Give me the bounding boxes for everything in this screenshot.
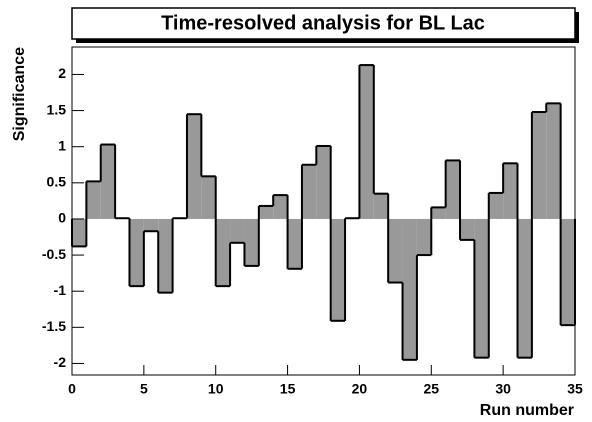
x-tick-label: 30 <box>495 381 511 397</box>
bar <box>488 192 504 219</box>
bar <box>287 218 302 269</box>
bar <box>402 218 417 360</box>
bar <box>460 218 475 240</box>
bar <box>301 164 317 219</box>
bar <box>258 205 274 219</box>
bar <box>86 181 101 219</box>
x-axis-label: Run number <box>480 402 574 419</box>
bar <box>531 112 547 219</box>
y-axis-label: Significance <box>11 47 28 141</box>
y-tick-label: 1.5 <box>47 101 67 117</box>
bar <box>517 218 532 358</box>
bar <box>129 218 144 287</box>
bar <box>474 218 489 358</box>
y-tick-label: 2 <box>58 65 66 81</box>
bar <box>416 218 432 256</box>
bar <box>330 218 346 321</box>
bar <box>72 218 87 247</box>
x-tick-label: 5 <box>140 381 148 397</box>
y-tick-label: 1 <box>58 137 66 153</box>
bar <box>201 176 216 219</box>
plot-frame <box>71 46 576 376</box>
y-tick-label: 0 <box>58 210 66 226</box>
bar <box>373 193 389 219</box>
x-tick-label: 10 <box>208 381 224 397</box>
bar <box>158 218 173 293</box>
bar <box>230 218 245 243</box>
y-tick-label: 0.5 <box>47 174 67 190</box>
bar <box>273 195 288 219</box>
bar <box>215 218 231 287</box>
bar <box>100 144 116 219</box>
bar <box>431 207 446 219</box>
bar <box>560 218 575 326</box>
x-tick-label: 15 <box>280 381 296 397</box>
x-tick-label: 25 <box>423 381 439 397</box>
bar <box>503 163 518 219</box>
bar <box>186 114 202 219</box>
bar <box>244 218 259 266</box>
bar <box>359 65 374 219</box>
x-tick-label: 0 <box>68 381 76 397</box>
bar <box>445 160 461 219</box>
chart-title: Time-resolved analysis for BL Lac <box>161 12 485 34</box>
title-box <box>71 7 576 40</box>
y-tick-label: -1.5 <box>42 318 66 334</box>
y-tick-label: -1 <box>54 282 67 298</box>
bar <box>143 218 159 232</box>
bar <box>546 103 561 219</box>
x-tick-label: 20 <box>352 381 368 397</box>
x-tick-label: 35 <box>567 381 583 397</box>
y-tick-label: -2 <box>54 354 67 370</box>
bar <box>316 145 331 219</box>
bar <box>388 218 403 283</box>
y-tick-label: -0.5 <box>42 246 66 262</box>
